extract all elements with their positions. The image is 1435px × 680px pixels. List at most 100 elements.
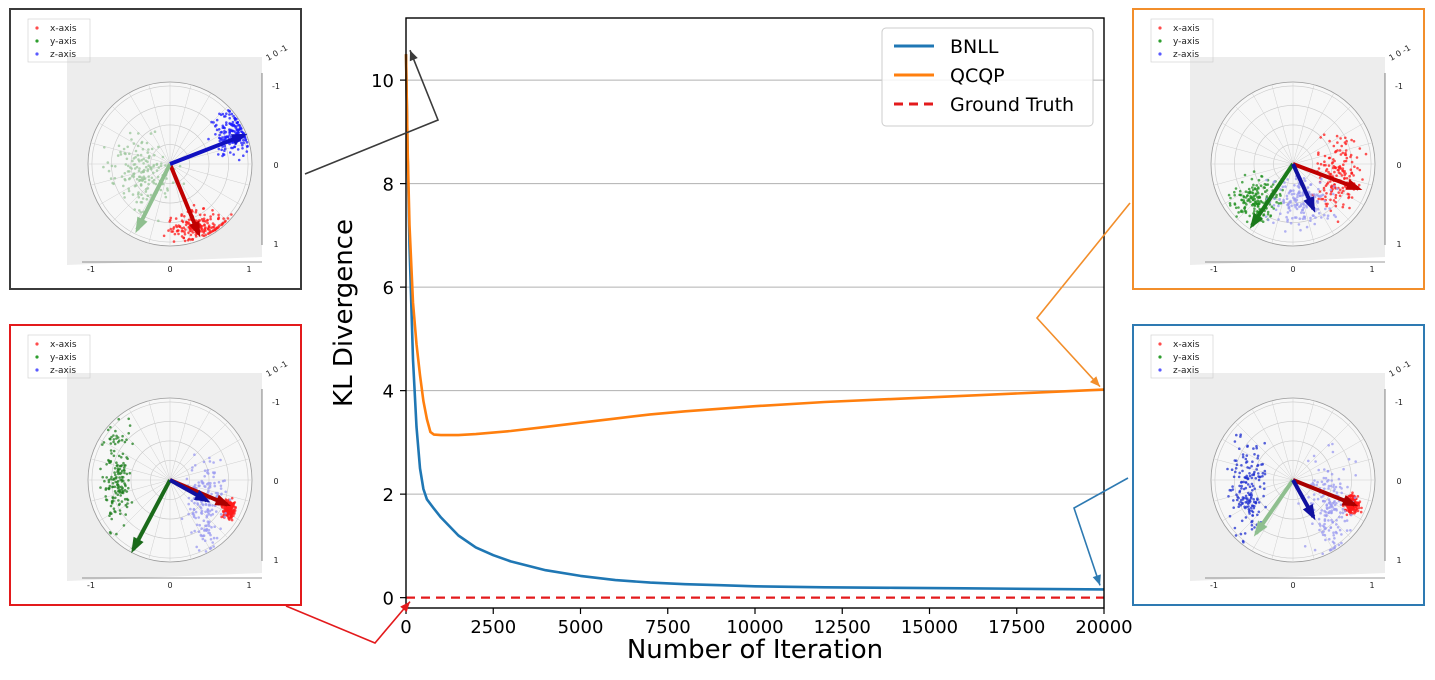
inset-point [113, 485, 117, 489]
inset-point [1303, 179, 1307, 183]
inset-point [122, 184, 125, 188]
inset-point [1327, 156, 1331, 160]
inset-point [1238, 193, 1242, 197]
inset-point [1318, 211, 1321, 215]
inset-point [1289, 201, 1292, 204]
inset-point [1257, 202, 1260, 205]
inset-point [164, 164, 167, 167]
inset-point [242, 138, 245, 142]
inset-point [1324, 527, 1328, 530]
inset-legend-marker [35, 342, 39, 346]
inset-point [1309, 219, 1312, 222]
inset-point [238, 123, 241, 127]
inset-point [204, 227, 207, 230]
inset-point [108, 461, 111, 465]
inset-legend-marker [1158, 39, 1162, 43]
inset-point [119, 494, 122, 497]
inset-point [1349, 153, 1353, 157]
inset-point [1273, 180, 1276, 183]
inset-point [1279, 194, 1282, 197]
inset-point [1262, 213, 1266, 216]
inset-point [112, 440, 115, 444]
inset-point [112, 434, 115, 437]
inset-point [1244, 497, 1248, 500]
inset-point [233, 125, 237, 128]
inset-point [1318, 528, 1321, 532]
inset-point [1252, 447, 1255, 450]
inset-point [1325, 504, 1328, 507]
inset-point [113, 509, 116, 513]
inset-legend-marker [1158, 52, 1162, 56]
inset-point [1262, 186, 1266, 189]
inset-point [223, 479, 226, 482]
inset-tick-h: -1 [1210, 265, 1218, 274]
inset-point [1350, 172, 1353, 175]
inset-point [224, 115, 227, 118]
inset-point [1311, 522, 1314, 525]
inset-point [1251, 186, 1254, 189]
inset-point [99, 486, 102, 489]
inset-point [226, 510, 229, 514]
inset-point [1241, 455, 1245, 459]
inset-point [1300, 203, 1303, 206]
inset-arrow-x [168, 163, 201, 235]
inset-point [110, 435, 113, 439]
inset-point [1326, 217, 1329, 220]
inset-point [1342, 467, 1345, 471]
inset-point [1250, 464, 1253, 468]
inset-point [1259, 475, 1262, 479]
inset-point [225, 505, 228, 509]
inset-point [1277, 218, 1280, 221]
inset-point [240, 141, 243, 145]
inset-point [1330, 511, 1333, 515]
inset-point [210, 526, 213, 529]
inset-point [1333, 170, 1336, 174]
inset-point [1240, 487, 1243, 490]
inset-point [144, 165, 148, 169]
inset-point [236, 120, 239, 124]
inset-point [204, 510, 207, 514]
inset-point [1354, 474, 1357, 477]
inset-point [139, 183, 143, 187]
inset-point [1290, 204, 1293, 208]
inset-point [1323, 160, 1326, 163]
inset-point [1320, 509, 1323, 512]
inset-point [105, 476, 108, 479]
inset-point [1336, 220, 1340, 223]
inset-point [182, 182, 186, 185]
inset-point [147, 175, 150, 178]
inset-point [1251, 473, 1254, 477]
inset-point [1261, 220, 1265, 223]
inset-point [157, 166, 161, 169]
inset-point [1241, 469, 1244, 473]
inset-point [147, 182, 150, 186]
inset-point [197, 549, 201, 552]
inset-point [1237, 496, 1240, 500]
inset-point [120, 456, 123, 459]
inset-point [1250, 195, 1253, 199]
inset-point [1247, 491, 1250, 495]
inset-point [133, 163, 137, 166]
inset-point [1323, 518, 1327, 521]
inset-point [107, 487, 110, 490]
inset-point [1261, 471, 1265, 475]
inset-point [110, 475, 113, 479]
inset-point [175, 225, 179, 229]
pointer-arrowhead-qcqp-end [1089, 376, 1100, 387]
inset-point [112, 478, 116, 481]
inset-point [184, 228, 187, 231]
inset-point [1327, 487, 1330, 490]
inset-point [191, 237, 194, 241]
inset-point [225, 112, 228, 115]
inset-point [1238, 189, 1242, 193]
inset-point [174, 217, 178, 220]
inset-point [1364, 152, 1368, 156]
inset-point [180, 229, 184, 233]
inset-point [1244, 481, 1248, 484]
inset-point [1257, 186, 1260, 189]
inset-point [145, 141, 149, 145]
inset-point [130, 501, 134, 504]
pointer-line-bnll-end [1073, 477, 1129, 586]
inset-point [209, 215, 212, 218]
